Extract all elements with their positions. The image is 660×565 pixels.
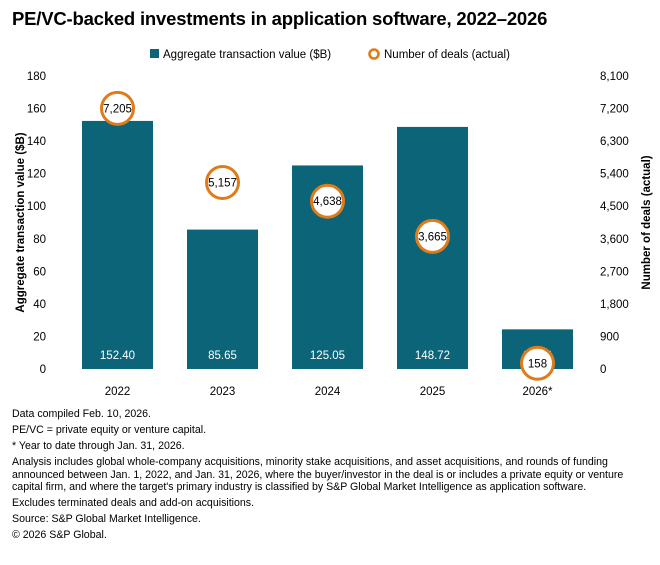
bar-data-label: 148.72 <box>415 350 450 362</box>
y-left-tick-label: 60 <box>33 266 46 278</box>
deal-marker <box>100 90 135 126</box>
deal-marker <box>205 164 240 200</box>
bar-value <box>187 229 258 369</box>
x-tick-label: 2024 <box>315 386 341 398</box>
legend-label-bar: Aggregate transaction value ($B) <box>163 49 331 61</box>
y-right-tick-label: 6,300 <box>600 136 629 148</box>
y-left-tick-label: 140 <box>27 136 46 148</box>
deal-data-label: 4,638 <box>313 196 342 208</box>
deal-marker <box>415 218 450 254</box>
y-right-tick-label: 8,100 <box>600 71 629 83</box>
y-left-tick-label: 40 <box>33 299 46 311</box>
y-right-tick-label: 4,500 <box>600 201 629 213</box>
y-right-tick-label: 2,700 <box>600 266 629 278</box>
y-left-axis-title: Aggregate transaction value ($B) <box>15 132 27 312</box>
bar-value <box>82 120 153 369</box>
chart: Aggregate transaction value ($B) Number o… <box>15 48 653 398</box>
x-tick-label: 2022 <box>105 386 131 398</box>
note-ytd: * Year to date through Jan. 31, 2026. <box>12 439 185 452</box>
y-right-tick-label: 7,200 <box>600 104 629 116</box>
y-right-tick-label: 5,400 <box>600 169 629 181</box>
y-right-tick-label: 1,800 <box>600 299 629 311</box>
deal-marker <box>310 183 345 219</box>
legend-label-deals: Number of deals (actual) <box>384 49 510 61</box>
note-pevc: PE/VC = private equity or venture capita… <box>12 423 207 436</box>
note-compiled: Data compiled Feb. 10, 2026. <box>12 408 151 420</box>
y-left-tick-label: 0 <box>40 364 46 376</box>
y-left-tick-label: 100 <box>27 201 46 213</box>
x-tick-label: 2023 <box>210 386 236 398</box>
deal-marker <box>520 345 555 381</box>
deal-data-label: 5,157 <box>208 177 237 189</box>
note-copyright: © 2026 S&P Global. <box>12 529 107 542</box>
chart-title: PE/VC-backed investments in application … <box>12 8 548 29</box>
y-left-tick-label: 20 <box>33 331 46 343</box>
y-right-tick-label: 900 <box>600 331 619 343</box>
note-source: Source: S&P Global Market Intelligence. <box>12 513 201 526</box>
y-left-tick-label: 120 <box>27 169 46 181</box>
bar-data-label: 85.65 <box>208 350 237 362</box>
legend-swatch-deals <box>368 48 380 60</box>
y-right-axis-title: Number of deals (actual) <box>641 155 653 289</box>
y-left-tick-label: 160 <box>27 104 46 116</box>
y-left-tick-label: 180 <box>27 71 46 83</box>
deal-data-label: 3,665 <box>418 231 447 243</box>
bar-data-label: 125.05 <box>310 350 345 362</box>
note-analysis: Analysis includes global whole-company a… <box>12 455 624 494</box>
legend-swatch-bar <box>150 49 159 58</box>
footnotes: Data compiled Feb. 10, 2026. PE/VC = pri… <box>12 408 648 545</box>
y-left-tick-label: 80 <box>33 234 46 246</box>
y-right-tick-label: 0 <box>600 364 606 376</box>
deal-data-label: 158 <box>528 358 547 370</box>
bar-data-label: 152.40 <box>100 350 135 362</box>
deal-data-label: 7,205 <box>103 103 132 115</box>
y-right-tick-label: 3,600 <box>600 234 629 246</box>
x-tick-label: 2026* <box>522 386 553 398</box>
x-tick-label: 2025 <box>420 386 446 398</box>
note-excludes: Excludes terminated deals and add-on acq… <box>12 497 255 510</box>
